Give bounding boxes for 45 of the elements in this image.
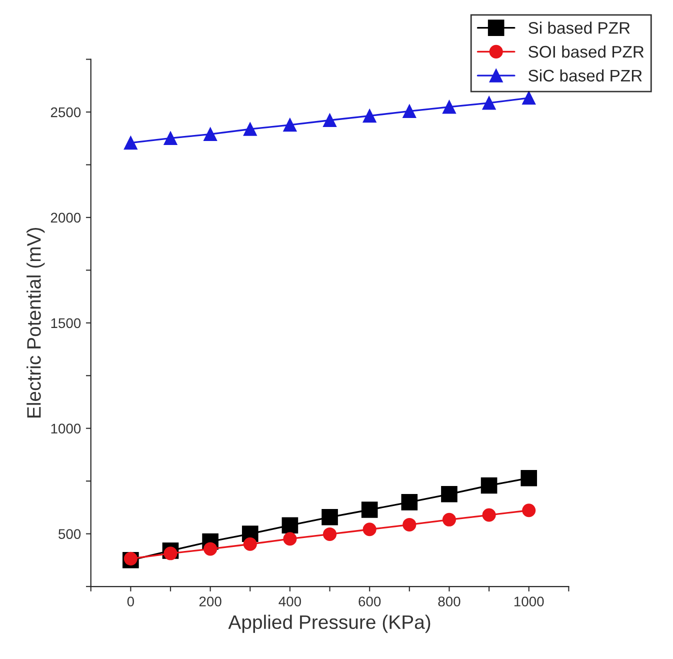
x-tick-label: 0 [127,596,134,606]
point [442,512,456,526]
x-axis-title: Applied Pressure (KPa) [228,614,430,633]
legend-label: SiC based PZR [528,69,642,82]
point [204,127,218,141]
y-tick-label: 1000 [51,424,81,434]
point [480,477,498,494]
point [442,100,456,114]
x-tick-label: 600 [358,596,381,606]
legend-label: SOI based PZR [528,45,644,58]
x-tick-label: 400 [278,596,301,606]
y-tick-label: 500 [58,529,81,539]
point [323,113,337,128]
point [282,517,298,534]
point [243,537,257,551]
point [124,136,138,150]
point [283,532,297,546]
point [522,504,536,518]
point [401,494,418,510]
x-tick-label: 800 [438,596,460,606]
x-tick-label: 200 [199,596,222,606]
point [243,122,257,136]
point [362,522,376,536]
point [482,96,496,110]
point [361,502,378,518]
point [164,131,178,145]
point [124,552,138,566]
y-tick-label: 1500 [51,318,81,328]
y-axis-title: Electric Potential (mV) [26,228,45,418]
point [283,118,297,132]
legend-label: Si based PZR [528,22,630,34]
point [522,91,536,105]
point [402,518,416,532]
point [362,109,376,123]
point [441,486,458,502]
point [204,542,218,556]
y-tick-label: 2000 [50,212,81,223]
y-tick-label: 2500 [50,107,81,118]
point [322,508,338,526]
point [164,546,178,560]
point [402,104,416,118]
point [520,470,538,486]
point [323,527,337,541]
point [482,508,496,522]
x-tick-label: 1000 [514,596,544,606]
